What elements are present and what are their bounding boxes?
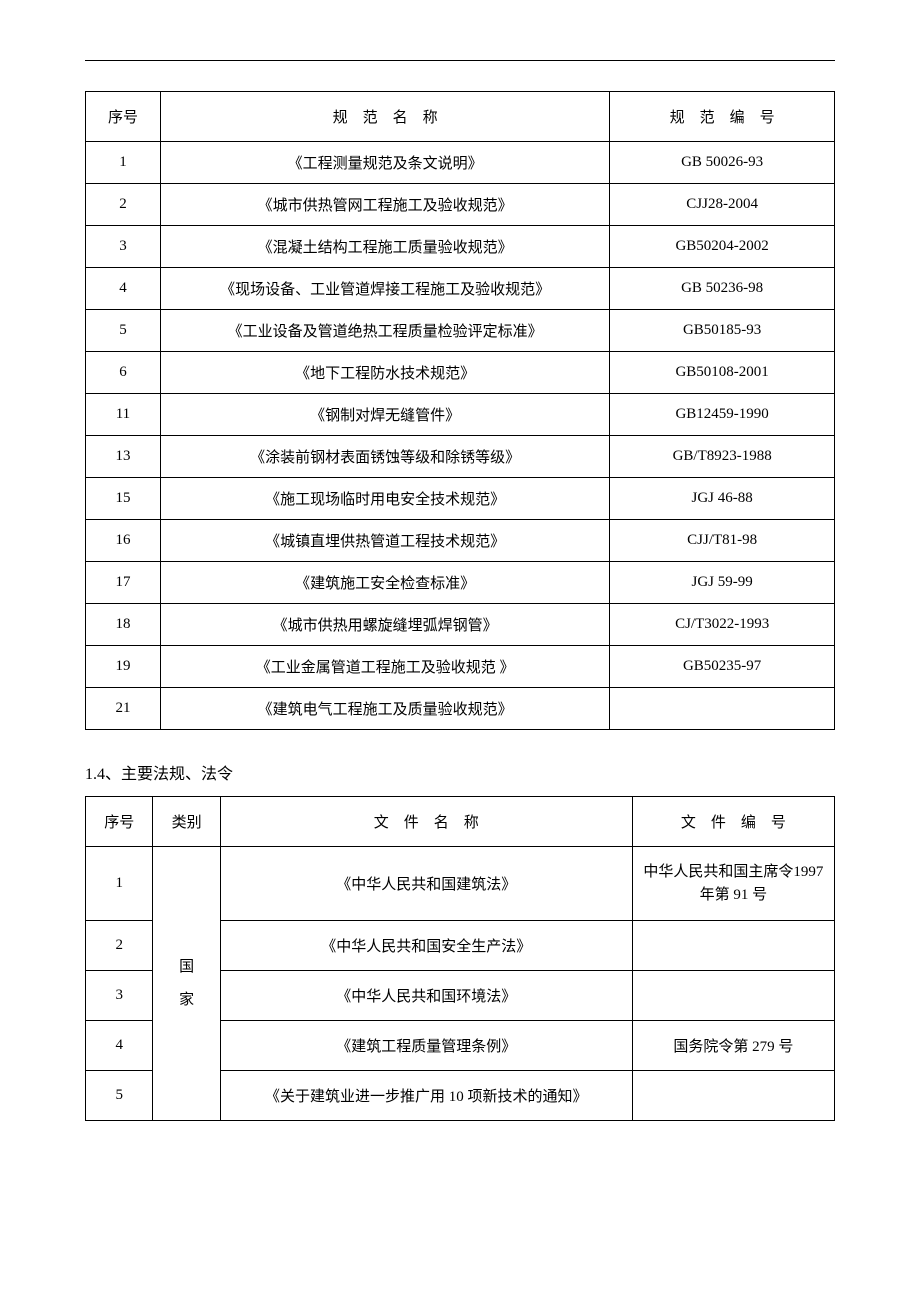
header-seq: 序号 <box>86 797 153 847</box>
cell-code <box>632 1071 834 1121</box>
cell-seq: 13 <box>86 436 161 478</box>
header-code: 文 件 编 号 <box>632 797 834 847</box>
cell-seq: 21 <box>86 688 161 730</box>
header-code: 规 范 编 号 <box>610 92 835 142</box>
table-header-row: 序号 类别 文 件 名 称 文 件 编 号 <box>86 797 835 847</box>
table-row: 5 《工业设备及管道绝热工程质量检验评定标准》 GB50185-93 <box>86 310 835 352</box>
table-row: 11 《钢制对焊无缝管件》 GB12459-1990 <box>86 394 835 436</box>
header-seq: 序号 <box>86 92 161 142</box>
cell-code: JGJ 46-88 <box>610 478 835 520</box>
cell-code: 中华人民共和国主席令1997 年第 91 号 <box>632 847 834 921</box>
cell-name: 《工程测量规范及条文说明》 <box>160 142 609 184</box>
table-row: 4 《现场设备、工业管道焊接工程施工及验收规范》 GB 50236-98 <box>86 268 835 310</box>
table-header-row: 序号 规 范 名 称 规 范 编 号 <box>86 92 835 142</box>
cell-code: JGJ 59-99 <box>610 562 835 604</box>
cell-code: GB50204-2002 <box>610 226 835 268</box>
cell-seq: 1 <box>86 142 161 184</box>
cell-name: 《城市供热管网工程施工及验收规范》 <box>160 184 609 226</box>
cell-code: CJ/T3022-1993 <box>610 604 835 646</box>
cell-code <box>632 971 834 1021</box>
cell-name: 《中华人民共和国建筑法》 <box>220 847 632 921</box>
regulations-table: 序号 类别 文 件 名 称 文 件 编 号 1 国家 《中华人民共和国建筑法》 … <box>85 796 835 1121</box>
header-divider <box>85 60 835 61</box>
cell-name: 《城镇直埋供热管道工程技术规范》 <box>160 520 609 562</box>
cell-code: 国务院令第 279 号 <box>632 1021 834 1071</box>
table-row: 6 《地下工程防水技术规范》 GB50108-2001 <box>86 352 835 394</box>
cell-code: GB50185-93 <box>610 310 835 352</box>
table-row: 1 《工程测量规范及条文说明》 GB 50026-93 <box>86 142 835 184</box>
table-row: 15 《施工现场临时用电安全技术规范》 JGJ 46-88 <box>86 478 835 520</box>
cell-name: 《关于建筑业进一步推广用 10 项新技术的通知》 <box>220 1071 632 1121</box>
cell-name: 《钢制对焊无缝管件》 <box>160 394 609 436</box>
cell-name: 《中华人民共和国安全生产法》 <box>220 921 632 971</box>
table-row: 1 国家 《中华人民共和国建筑法》 中华人民共和国主席令1997 年第 91 号 <box>86 847 835 921</box>
cell-code: GB12459-1990 <box>610 394 835 436</box>
header-category: 类别 <box>153 797 220 847</box>
cell-seq: 19 <box>86 646 161 688</box>
cell-seq: 18 <box>86 604 161 646</box>
cell-code <box>632 921 834 971</box>
cell-seq: 4 <box>86 1021 153 1071</box>
cell-seq: 6 <box>86 352 161 394</box>
cell-seq: 17 <box>86 562 161 604</box>
cell-name: 《工业金属管道工程施工及验收规范 》 <box>160 646 609 688</box>
cell-seq: 2 <box>86 921 153 971</box>
table-row: 3 《混凝土结构工程施工质量验收规范》 GB50204-2002 <box>86 226 835 268</box>
cell-name: 《地下工程防水技术规范》 <box>160 352 609 394</box>
section-title: 1.4、主要法规、法令 <box>85 760 835 784</box>
table-row: 21 《建筑电气工程施工及质量验收规范》 <box>86 688 835 730</box>
cell-name: 《涂装前钢材表面锈蚀等级和除锈等级》 <box>160 436 609 478</box>
cell-name: 《建筑工程质量管理条例》 <box>220 1021 632 1071</box>
cell-seq: 15 <box>86 478 161 520</box>
header-name: 文 件 名 称 <box>220 797 632 847</box>
table-row: 18 《城市供热用螺旋缝埋弧焊钢管》 CJ/T3022-1993 <box>86 604 835 646</box>
cell-seq: 16 <box>86 520 161 562</box>
cell-code: GB50235-97 <box>610 646 835 688</box>
cell-category: 国家 <box>153 847 220 1121</box>
cell-name: 《建筑电气工程施工及质量验收规范》 <box>160 688 609 730</box>
cell-name: 《中华人民共和国环境法》 <box>220 971 632 1021</box>
cell-seq: 5 <box>86 310 161 352</box>
cell-code <box>610 688 835 730</box>
table-row: 16 《城镇直埋供热管道工程技术规范》 CJJ/T81-98 <box>86 520 835 562</box>
cell-name: 《施工现场临时用电安全技术规范》 <box>160 478 609 520</box>
cell-code: GB50108-2001 <box>610 352 835 394</box>
cell-name: 《建筑施工安全检查标准》 <box>160 562 609 604</box>
cell-seq: 2 <box>86 184 161 226</box>
cell-seq: 3 <box>86 971 153 1021</box>
cell-code: GB/T8923-1988 <box>610 436 835 478</box>
cell-name: 《城市供热用螺旋缝埋弧焊钢管》 <box>160 604 609 646</box>
cell-seq: 3 <box>86 226 161 268</box>
cell-code: GB 50026-93 <box>610 142 835 184</box>
standards-table: 序号 规 范 名 称 规 范 编 号 1 《工程测量规范及条文说明》 GB 50… <box>85 91 835 730</box>
table-row: 19 《工业金属管道工程施工及验收规范 》 GB50235-97 <box>86 646 835 688</box>
cell-seq: 1 <box>86 847 153 921</box>
cell-name: 《工业设备及管道绝热工程质量检验评定标准》 <box>160 310 609 352</box>
cell-seq: 4 <box>86 268 161 310</box>
table-row: 17 《建筑施工安全检查标准》 JGJ 59-99 <box>86 562 835 604</box>
cell-code: GB 50236-98 <box>610 268 835 310</box>
table-row: 13 《涂装前钢材表面锈蚀等级和除锈等级》 GB/T8923-1988 <box>86 436 835 478</box>
table-row: 2 《城市供热管网工程施工及验收规范》 CJJ28-2004 <box>86 184 835 226</box>
cell-code: CJJ/T81-98 <box>610 520 835 562</box>
header-name: 规 范 名 称 <box>160 92 609 142</box>
cell-name: 《现场设备、工业管道焊接工程施工及验收规范》 <box>160 268 609 310</box>
cell-name: 《混凝土结构工程施工质量验收规范》 <box>160 226 609 268</box>
cell-seq: 5 <box>86 1071 153 1121</box>
cell-seq: 11 <box>86 394 161 436</box>
cell-code: CJJ28-2004 <box>610 184 835 226</box>
